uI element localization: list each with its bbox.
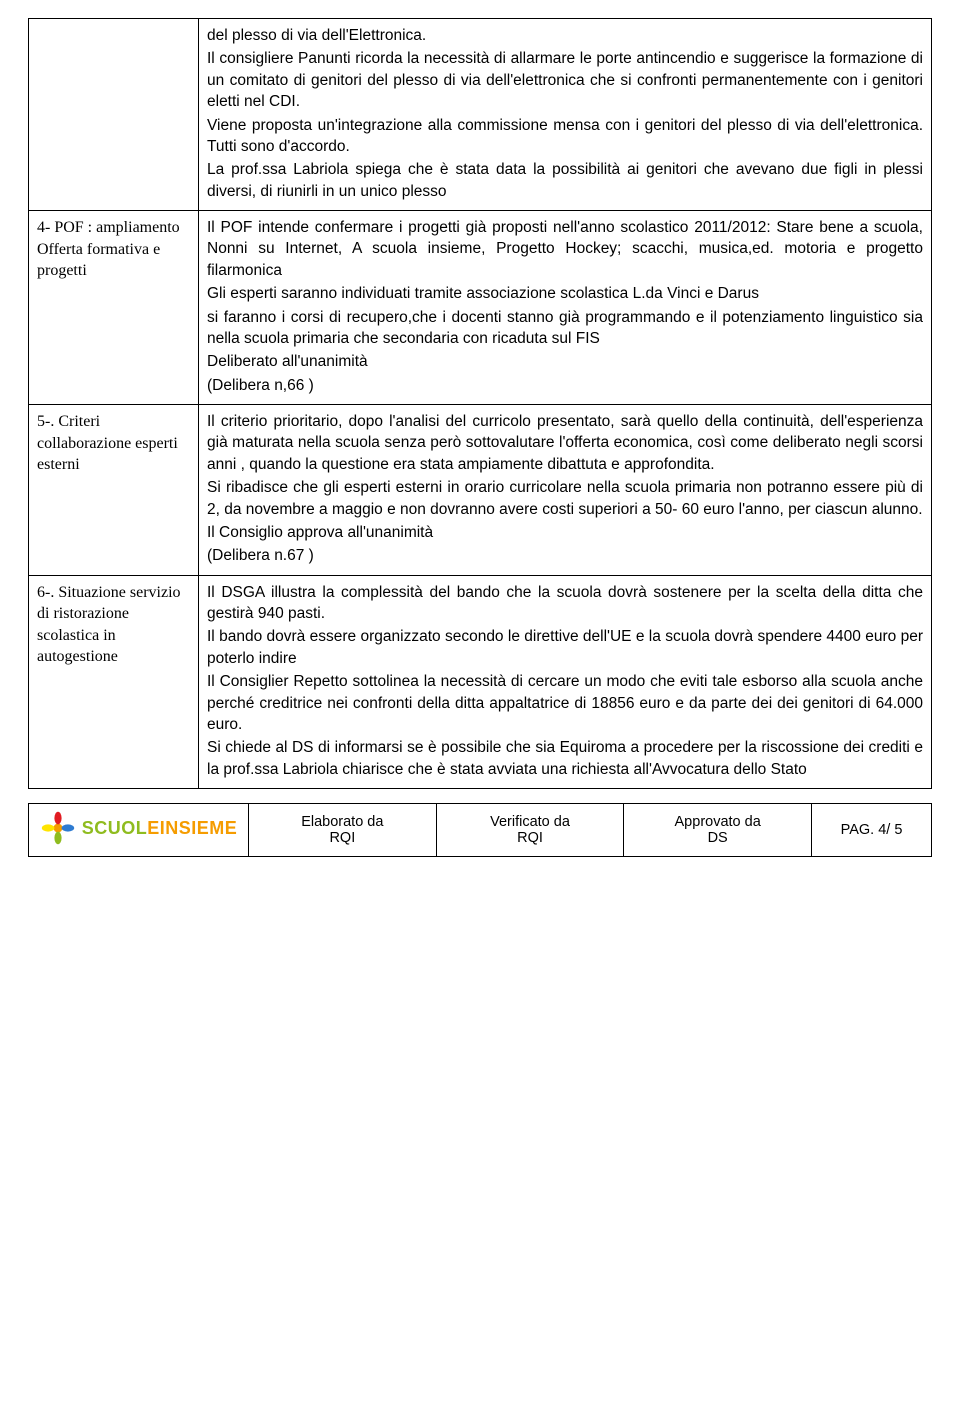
paragraph: Gli esperti saranno individuati tramite …: [207, 283, 923, 304]
paragraph: Il consigliere Panunti ricorda la necess…: [207, 48, 923, 112]
paragraph: Il DSGA illustra la complessità del band…: [207, 582, 923, 625]
footer-page-number: PAG. 4/ 5: [812, 804, 932, 857]
school-logo: SCUOLEINSIEME: [40, 810, 238, 846]
footer-table: SCUOLEINSIEME Elaborato daRQI Verificato…: [28, 803, 932, 857]
logo-text-part1: SCUOL: [82, 818, 148, 838]
row-content: Il criterio prioritario, dopo l'analisi …: [199, 405, 932, 576]
paragraph: (Delibera n,66 ): [207, 375, 923, 396]
row-label: [29, 19, 199, 211]
row-content: Il POF intende confermare i progetti già…: [199, 211, 932, 405]
document-page: del plesso di via dell'Elettronica.Il co…: [0, 0, 960, 867]
table-row: 5-. Criteri collaborazione esperti ester…: [29, 405, 932, 576]
footer-col-verificato: Verificato daRQI: [436, 804, 624, 857]
row-content: Il DSGA illustra la complessità del band…: [199, 575, 932, 788]
content-table: del plesso di via dell'Elettronica.Il co…: [28, 18, 932, 789]
paragraph: Si chiede al DS di informarsi se è possi…: [207, 737, 923, 780]
row-label: 4- POF : ampliamento Offerta formativa e…: [29, 211, 199, 405]
footer-col-elaborato: Elaborato daRQI: [249, 804, 437, 857]
table-row: 6-. Situazione servizio di ristorazione …: [29, 575, 932, 788]
logo-text: SCUOLEINSIEME: [82, 818, 238, 839]
footer-col-approvato: Approvato daDS: [624, 804, 812, 857]
footer: SCUOLEINSIEME Elaborato daRQI Verificato…: [28, 803, 932, 857]
row-label: 6-. Situazione servizio di ristorazione …: [29, 575, 199, 788]
row-label: 5-. Criteri collaborazione esperti ester…: [29, 405, 199, 576]
paragraph: Deliberato all'unanimità: [207, 351, 923, 372]
paragraph: (Delibera n.67 ): [207, 545, 923, 566]
row-content: del plesso di via dell'Elettronica.Il co…: [199, 19, 932, 211]
paragraph: La prof.ssa Labriola spiega che è stata …: [207, 159, 923, 202]
paragraph: Il Consiglio approva all'unanimità: [207, 522, 923, 543]
paragraph: Il criterio prioritario, dopo l'analisi …: [207, 411, 923, 475]
table-row: del plesso di via dell'Elettronica.Il co…: [29, 19, 932, 211]
paragraph: Il POF intende confermare i progetti già…: [207, 217, 923, 281]
paragraph: del plesso di via dell'Elettronica.: [207, 25, 923, 46]
paragraph: Si ribadisce che gli esperti esterni in …: [207, 477, 923, 520]
flower-icon: [40, 810, 76, 846]
paragraph: Viene proposta un'integrazione alla comm…: [207, 115, 923, 158]
footer-logo-cell: SCUOLEINSIEME: [29, 804, 249, 857]
paragraph: Il Consiglier Repetto sottolinea la nece…: [207, 671, 923, 735]
logo-text-part2: EINSIEME: [147, 818, 237, 838]
paragraph: Il bando dovrà essere organizzato second…: [207, 626, 923, 669]
paragraph: si faranno i corsi di recupero,che i doc…: [207, 307, 923, 350]
table-row: 4- POF : ampliamento Offerta formativa e…: [29, 211, 932, 405]
